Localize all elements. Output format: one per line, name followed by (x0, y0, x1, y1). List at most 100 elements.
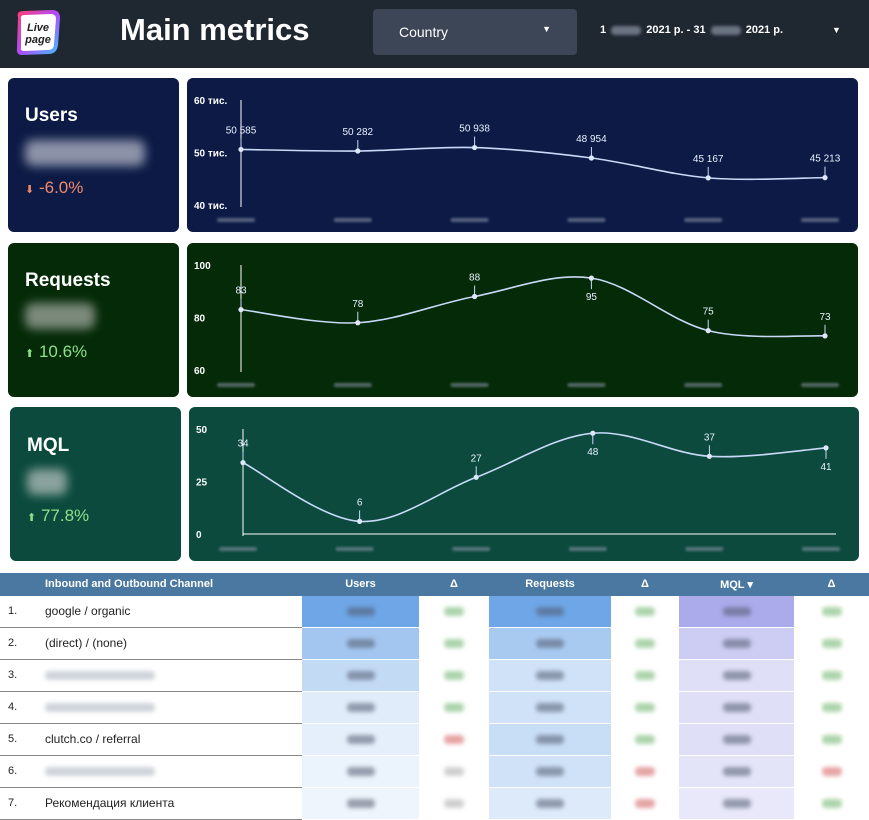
data-point[interactable] (588, 155, 594, 161)
livepage-logo[interactable]: Live page (12, 7, 64, 59)
x-tick-label-redacted (685, 547, 724, 551)
series-line (242, 432, 827, 523)
series-line (240, 276, 826, 338)
col-header-users[interactable]: Users (345, 578, 376, 590)
data-label: 88 (469, 273, 481, 284)
table-cell-md (794, 660, 869, 691)
data-point[interactable] (472, 144, 478, 151)
y-tick-label: 25 (196, 478, 208, 489)
data-point[interactable] (238, 307, 244, 313)
table-cell-md (794, 756, 869, 787)
data-point[interactable] (588, 275, 594, 281)
value-redacted (346, 703, 375, 712)
x-tick-label-redacted (450, 383, 489, 387)
row-divider (0, 755, 302, 756)
value-redacted (536, 799, 564, 808)
table-cell-users (302, 660, 419, 691)
table-cell-users (302, 788, 419, 819)
value-redacted (635, 671, 655, 680)
col-header-users-delta[interactable]: Δ (450, 578, 458, 590)
value-redacted (722, 799, 751, 808)
data-point[interactable] (823, 445, 829, 451)
table-cell-requests (489, 724, 611, 755)
table-cell-mql (679, 788, 794, 819)
table-row[interactable]: 3. (0, 660, 869, 692)
data-point[interactable] (590, 430, 596, 436)
row-divider (0, 627, 302, 628)
data-label: 95 (586, 292, 598, 303)
value-redacted (346, 767, 375, 776)
col-header-mql-sorted[interactable]: MQL ▾ (720, 579, 753, 591)
requests-chart-svg: 100 80 60 83 78 88 95 75 73 (194, 261, 839, 387)
data-point[interactable] (705, 175, 711, 181)
arrow-down-icon: ⬇ (25, 184, 35, 196)
row-number: 7. (8, 797, 18, 809)
y-tick-label: 40 тис. (194, 201, 228, 212)
data-point[interactable] (473, 474, 479, 480)
country-filter-dropdown[interactable]: Country ▼ (373, 9, 577, 55)
table-row[interactable]: 6. (0, 756, 869, 788)
x-tick-label-redacted (217, 383, 255, 387)
value-redacted (444, 607, 464, 616)
data-label: 50 282 (343, 127, 374, 138)
table-row[interactable]: 7. Рекомендация клиента (0, 788, 869, 820)
value-redacted (635, 735, 655, 744)
col-header-mql-delta[interactable]: Δ (827, 578, 836, 590)
data-point[interactable] (355, 320, 361, 326)
data-label: 34 (237, 439, 249, 450)
kpi-label: Requests (25, 270, 111, 291)
x-tick-label-redacted (802, 547, 840, 551)
value-redacted (536, 703, 564, 712)
value-redacted (635, 639, 655, 648)
channel-name-redacted (45, 767, 155, 776)
channel-name: (direct) / (none) (45, 636, 128, 650)
data-point[interactable] (705, 328, 711, 334)
value-redacted (821, 671, 842, 680)
svg-text:Live: Live (27, 22, 49, 34)
table-cell-requests (489, 628, 611, 659)
kpi-delta: ⬆ 77.8% (27, 506, 90, 525)
col-header-channel[interactable]: Inbound and Outbound Channel (45, 578, 214, 590)
data-point[interactable] (822, 333, 828, 339)
data-point[interactable] (238, 146, 244, 153)
table-cell-rd (611, 756, 679, 787)
table-cell-md (794, 628, 869, 659)
chevron-down-icon: ▼ (542, 24, 551, 34)
data-point[interactable] (355, 148, 361, 154)
row-divider (0, 691, 302, 692)
data-point[interactable] (357, 518, 363, 524)
table-cell-mql (679, 756, 794, 787)
country-filter-label: Country (399, 24, 449, 40)
table-cell-ud (419, 692, 489, 723)
y-tick-label: 60 (194, 366, 206, 377)
table-cell-ud (419, 724, 489, 755)
kpi-delta: ⬇ -6.0% (25, 178, 84, 197)
date-range-picker[interactable]: 1 2021 р. - 31 2021 р. ▼ (600, 24, 841, 36)
table-cell-mql (679, 596, 794, 627)
page-title: Main metrics (120, 12, 310, 47)
data-label: 41 (820, 462, 832, 473)
x-tick-label-redacted (684, 218, 723, 222)
arrow-up-icon: ⬆ (27, 512, 37, 524)
data-point[interactable] (472, 293, 478, 300)
table-cell-md (794, 596, 869, 627)
x-tick-label-redacted (333, 218, 372, 222)
table-row[interactable]: 4. (0, 692, 869, 724)
date-end: 2021 р. (745, 24, 784, 36)
data-point[interactable] (706, 453, 713, 459)
table-cell-rd (611, 724, 679, 755)
table-row[interactable]: 1. google / organic (0, 596, 869, 628)
col-header-requests-delta[interactable]: Δ (641, 578, 649, 590)
table-row[interactable]: 5. clutch.co / referral (0, 724, 869, 756)
arrow-up-icon: ⬆ (25, 348, 35, 360)
table-cell-mql (679, 660, 794, 691)
row-number: 2. (8, 637, 18, 649)
table-row[interactable]: 2. (direct) / (none) (0, 628, 869, 660)
data-point[interactable] (240, 460, 246, 466)
channel-name-redacted (45, 671, 155, 680)
x-tick-label-redacted (568, 547, 607, 551)
data-point[interactable] (822, 175, 828, 181)
y-tick-label: 60 тис. (194, 96, 228, 107)
col-header-requests[interactable]: Requests (525, 578, 575, 590)
table-cell-ud (419, 756, 489, 787)
